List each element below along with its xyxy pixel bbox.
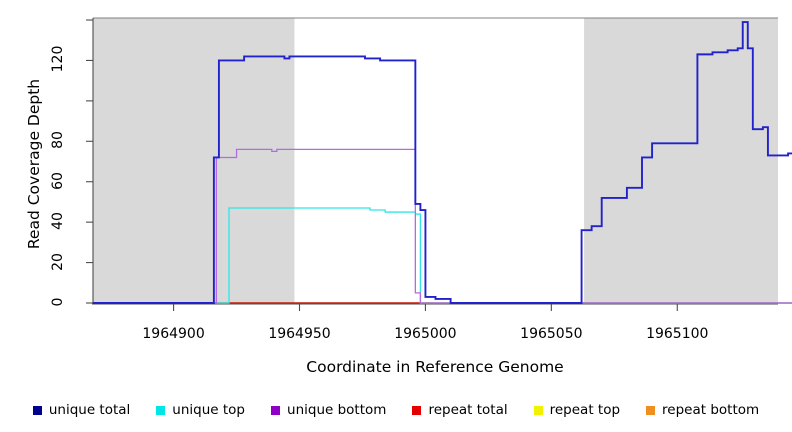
legend-item-repeat-top[interactable]: repeat top <box>533 402 621 418</box>
legend-label: repeat top <box>549 402 621 418</box>
y-tick-label-60: 60 <box>50 171 66 190</box>
legend-swatch-icon-repeat-top <box>533 405 543 415</box>
y-tick-label-20: 20 <box>50 252 66 271</box>
y-tick-label-40: 40 <box>50 212 66 231</box>
x-tick-label-1965050: 1965050 <box>520 326 583 342</box>
unshaded-middle-region <box>294 18 585 303</box>
legend-label: repeat total <box>428 402 508 418</box>
legend-swatch-icon-unique-total <box>32 405 42 415</box>
y-tick-label-120: 120 <box>50 46 66 73</box>
shaded-left-region <box>93 18 295 303</box>
legend-label: unique top <box>172 402 246 418</box>
chart-legend: unique total unique top unique bottom repea… <box>0 399 792 421</box>
x-tick-label-1964950: 1964950 <box>268 326 331 342</box>
legend-swatch-icon-unique-top <box>156 405 166 415</box>
legend-swatch-icon-repeat-bottom <box>646 405 656 415</box>
y-tick-label-80: 80 <box>50 131 66 150</box>
legend-label: repeat bottom <box>662 402 760 418</box>
legend-item-repeat-total[interactable]: repeat total <box>412 402 508 418</box>
x-tick-label-1965000: 1965000 <box>394 326 457 342</box>
series-unique-top <box>93 207 792 304</box>
legend-item-unique-bottom[interactable]: unique bottom <box>271 402 386 418</box>
legend-label: unique total <box>48 402 131 418</box>
legend-swatch-icon-repeat-total <box>412 405 422 415</box>
y-tick-label-0: 0 <box>50 297 66 307</box>
x-axis-label: Coordinate in Reference Genome <box>306 358 564 376</box>
legend-item-repeat-bottom[interactable]: repeat bottom <box>646 402 759 418</box>
legend-swatch-icon-unique-bottom <box>271 405 281 415</box>
shaded-right-region <box>584 18 778 303</box>
x-tick-label-1965100: 1965100 <box>646 326 709 342</box>
legend-item-unique-total[interactable]: unique total <box>32 402 131 418</box>
y-axis-label: Read Coverage Depth <box>25 78 43 250</box>
legend-item-unique-top[interactable]: unique top <box>156 402 245 418</box>
legend-label: unique bottom <box>287 402 387 418</box>
series-unique-total <box>93 21 792 304</box>
x-tick-label-1964900: 1964900 <box>142 326 205 342</box>
